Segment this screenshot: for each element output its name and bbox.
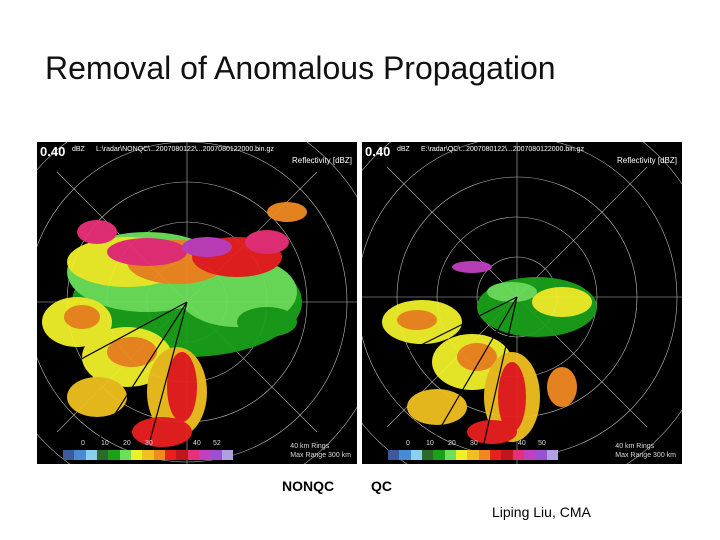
colorbar-swatch [433,450,445,460]
elevation-label: 0.40 [365,144,391,159]
colorbar-swatch [187,450,199,460]
colorbar-ticks: 0 10 20 30 40 52 [63,440,233,449]
product-label: dBZ [397,146,410,153]
file-path: L:\radar\NONQC\...2007080122\...20070801… [96,146,274,153]
colorbar-swatch [501,450,513,460]
author-credit: Liping Liu, CMA [492,504,591,520]
tick-label: 10 [426,440,434,447]
tick-label: 30 [145,440,153,447]
colorbar-swatch [399,450,411,460]
reflectivity-label: Reflectivity [dBZ] [291,156,352,165]
colorbar-swatch [489,450,502,460]
radar-plot-qc [362,142,682,464]
colorbar-swatch [410,450,422,460]
tick-label: 50 [538,440,546,447]
rings-line-1: 40 km Rings [615,443,655,450]
colorbar-swatch [130,450,143,460]
colorbar-swatch [210,450,222,460]
colorbar-swatch [108,450,120,460]
colorbar-swatch [164,450,177,460]
rings-legend: 40 km Rings Max Range 300 km [290,442,351,460]
panel-header: 0.40 dBZ L:\radar\NONQC\...2007080122\..… [40,144,354,168]
colorbar-swatch [455,450,468,460]
tick-label: 52 [213,440,221,447]
colorbar-swatch [444,450,456,460]
colorbar [388,450,558,460]
tick-label: 40 [518,440,526,447]
panel-header: 0.40 dBZ E:\radar\QC\...2007080122\...20… [365,144,679,168]
colorbar-swatch [85,450,97,460]
colorbar-swatch [74,450,86,460]
tick-label: 40 [193,440,201,447]
rings-line-1: 40 km Rings [290,443,330,450]
colorbar-swatch [63,450,75,460]
colorbar-swatch [119,450,131,460]
colorbar-swatch [221,450,233,460]
slide-title: Removal of Anomalous Propagation [45,50,556,86]
colorbar-swatch [198,450,211,460]
file-path: E:\radar\QC\...2007080122\...20070801220… [421,146,585,153]
tick-label: 20 [448,440,456,447]
colorbar-swatch [142,450,154,460]
colorbar-swatch [535,450,547,460]
colorbar-swatch [96,450,109,460]
rings-line-2: Max Range 300 km [615,452,676,459]
colorbar-swatch [512,450,524,460]
radar-image-qc: 0.40 dBZ E:\radar\QC\...2007080122\...20… [362,142,682,464]
colorbar-swatch [478,450,490,460]
colorbar-swatch [388,450,400,460]
tick-label: 20 [123,440,131,447]
reflectivity-label: Reflectivity [dBZ] [616,156,677,165]
caption-nonqc: NONQC [282,478,335,494]
product-label: dBZ [72,146,85,153]
radar-image-nonqc: 0.40 dBZ L:\radar\NONQC\...2007080122\..… [37,142,357,464]
tick-label: 30 [470,440,478,447]
colorbar-swatch [546,450,558,460]
colorbar-swatch [421,450,434,460]
elevation-label: 0.40 [40,144,66,159]
colorbar-swatch [523,450,536,460]
colorbar-swatch [467,450,479,460]
colorbar [63,450,233,460]
radar-plot-nonqc [37,142,357,464]
caption-qc: QC [371,478,392,494]
colorbar-ticks: 0 10 20 30 40 50 [388,440,558,449]
tick-label: 0 [81,440,85,447]
rings-legend: 40 km Rings Max Range 300 km [615,442,676,460]
colorbar-swatch [176,450,188,460]
colorbar-swatch [153,450,165,460]
tick-label: 0 [406,440,410,447]
tick-label: 10 [101,440,109,447]
rings-line-2: Max Range 300 km [290,452,351,459]
